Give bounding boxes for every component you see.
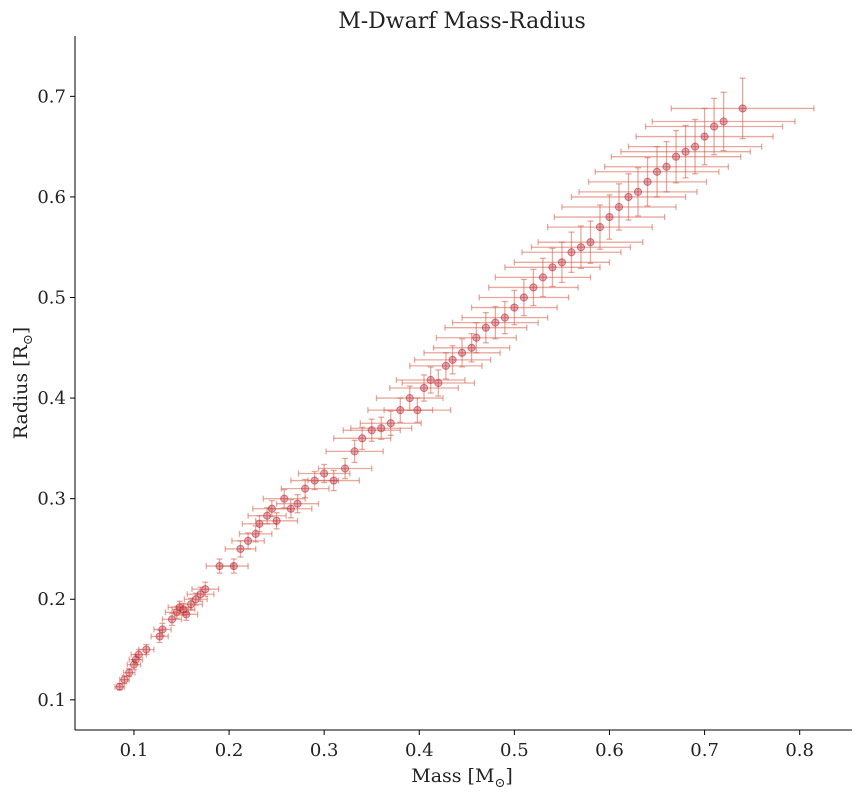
data-point (238, 525, 273, 543)
data-point (255, 512, 299, 530)
data-point (325, 439, 384, 464)
x-tick-label: 0.6 (595, 740, 624, 761)
data-point (280, 478, 330, 499)
x-axis-label: Mass [M⊙] (411, 765, 513, 791)
data-point (470, 289, 558, 326)
y-tick-label: 0.7 (37, 86, 66, 107)
x-ticks: 0.1 0.2 0.3 0.4 0.5 0.6 0.7 0.8 (120, 730, 814, 761)
data-point (610, 129, 742, 184)
data-point (504, 247, 601, 288)
data-point (138, 643, 155, 656)
data-point (627, 118, 763, 175)
data-point (604, 140, 730, 193)
data-point (395, 366, 466, 394)
data-point (174, 607, 199, 622)
x-tick-label: 0.7 (690, 740, 719, 761)
data-point (119, 675, 130, 685)
data-point (153, 622, 172, 637)
chart-title: M-Dwarf Mass-Radius (338, 9, 586, 34)
data-point (461, 300, 549, 335)
data-point (578, 167, 698, 217)
data-point (513, 241, 611, 284)
data-point (451, 305, 539, 340)
y-ticks: 0.1 0.2 0.3 0.4 0.5 0.6 0.7 (37, 86, 75, 711)
y-tick-label: 0.1 (37, 690, 66, 711)
y-tick-label: 0.4 (37, 388, 66, 409)
data-point (247, 507, 287, 525)
data-point (651, 91, 796, 152)
y-axis-label-suffix: ] (10, 327, 32, 334)
data-point (231, 532, 265, 550)
data-point (375, 385, 444, 411)
data-point (413, 345, 492, 375)
y-axis-label-text: Radius [R (10, 344, 32, 439)
data-point (644, 97, 784, 156)
data-point (530, 225, 632, 269)
data-point (635, 107, 774, 166)
data-point (307, 469, 361, 492)
data-point (150, 629, 169, 644)
data-point (521, 231, 622, 274)
x-tick-label: 0.3 (310, 740, 339, 761)
data-points (114, 77, 815, 691)
data-point (317, 457, 373, 480)
data-point (350, 416, 413, 440)
x-tick-label: 0.5 (500, 740, 529, 761)
data-point (297, 463, 351, 484)
x-tick-label: 0.1 (120, 740, 149, 761)
x-tick-label: 0.4 (405, 740, 434, 761)
x-tick-label: 0.2 (215, 740, 244, 761)
data-point (275, 493, 320, 514)
data-point (432, 333, 511, 363)
x-axis-label-symbol: ⊙ (494, 776, 505, 791)
data-point (178, 597, 204, 611)
data-point (191, 581, 220, 597)
data-point (401, 369, 476, 397)
data-point (547, 204, 653, 250)
y-tick-label: 0.6 (37, 187, 66, 208)
data-point (359, 410, 422, 436)
data-point (161, 612, 183, 627)
data-point (269, 499, 313, 519)
data-point (122, 667, 136, 678)
x-axis-label-text: Mass [M (411, 765, 494, 787)
data-point (383, 397, 452, 423)
data-point (553, 194, 666, 240)
data-point (488, 268, 579, 307)
data-point (409, 352, 483, 380)
y-axis-label: Radius [R⊙] (10, 327, 36, 439)
y-tick-label: 0.2 (37, 589, 66, 610)
data-point (183, 592, 208, 606)
data-point (670, 77, 815, 140)
x-axis-label-suffix: ] (505, 765, 512, 787)
y-tick-label: 0.5 (37, 288, 66, 309)
data-point (478, 278, 570, 317)
y-axis-label-symbol: ⊙ (21, 334, 36, 345)
data-point (494, 257, 592, 298)
data-point (587, 157, 708, 207)
data-point (423, 338, 501, 368)
data-point (594, 145, 720, 198)
data-point (389, 374, 459, 402)
data-point (218, 558, 249, 574)
data-point (620, 124, 751, 179)
x-tick-label: 0.8 (785, 740, 814, 761)
data-point (561, 183, 677, 231)
y-tick-label: 0.3 (37, 489, 66, 510)
data-point (537, 220, 644, 264)
